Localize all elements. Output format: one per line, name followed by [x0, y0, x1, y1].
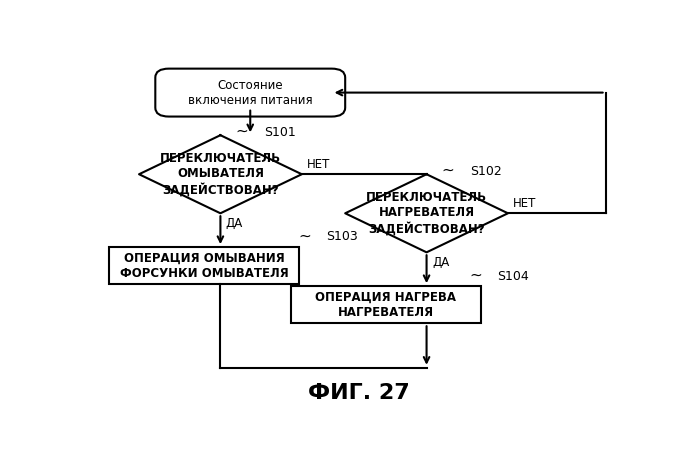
Text: S103: S103 — [326, 230, 358, 243]
Text: ∼: ∼ — [469, 267, 482, 283]
Polygon shape — [345, 174, 508, 252]
Text: ОПЕРАЦИЯ НАГРЕВА
НАГРЕВАТЕЛЯ: ОПЕРАЦИЯ НАГРЕВА НАГРЕВАТЕЛЯ — [316, 291, 456, 319]
Text: ДА: ДА — [432, 256, 449, 269]
Text: S101: S101 — [264, 126, 295, 139]
Polygon shape — [139, 135, 302, 213]
Text: S104: S104 — [497, 270, 528, 283]
Text: ФИГ. 27: ФИГ. 27 — [308, 383, 410, 403]
Text: S102: S102 — [470, 165, 502, 178]
Text: ПЕРЕКЛЮЧАТЕЛЬ
ОМЫВАТЕЛЯ
ЗАДЕЙСТВОВАН?: ПЕРЕКЛЮЧАТЕЛЬ ОМЫВАТЕЛЯ ЗАДЕЙСТВОВАН? — [160, 152, 281, 196]
Bar — [109, 247, 299, 284]
Text: НЕТ: НЕТ — [513, 197, 537, 210]
Text: ДА: ДА — [226, 217, 243, 230]
Text: НЕТ: НЕТ — [307, 158, 330, 171]
Text: ∼: ∼ — [298, 229, 311, 243]
Text: ∼: ∼ — [442, 163, 454, 178]
Bar — [291, 286, 481, 323]
Text: ∼: ∼ — [236, 124, 248, 139]
Text: Состояние
включения питания: Состояние включения питания — [188, 78, 313, 106]
Text: ОПЕРАЦИЯ ОМЫВАНИЯ
ФОРСУНКИ ОМЫВАТЕЛЯ: ОПЕРАЦИЯ ОМЫВАНИЯ ФОРСУНКИ ОМЫВАТЕЛЯ — [120, 252, 288, 280]
Text: ПЕРЕКЛЮЧАТЕЛЬ
НАГРЕВАТЕЛЯ
ЗАДЕЙСТВОВАН?: ПЕРЕКЛЮЧАТЕЛЬ НАГРЕВАТЕЛЯ ЗАДЕЙСТВОВАН? — [366, 191, 487, 236]
FancyBboxPatch shape — [155, 69, 345, 117]
